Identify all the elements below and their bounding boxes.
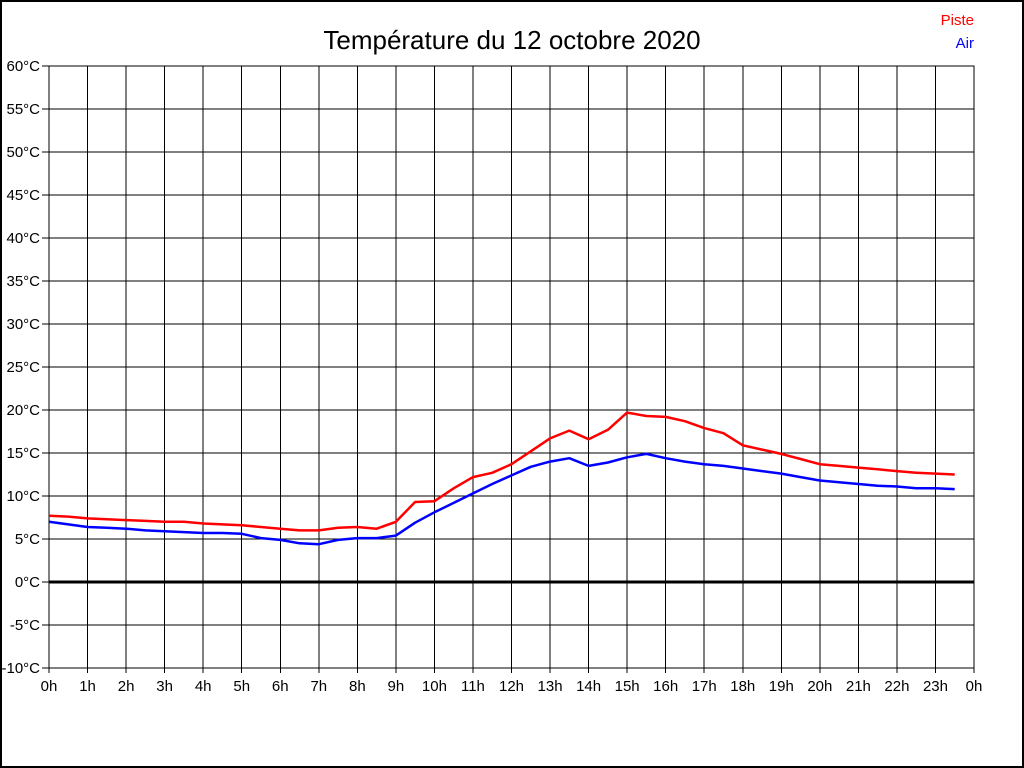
x-tick-label: 16h bbox=[653, 678, 678, 695]
series-line-piste bbox=[48, 411, 955, 532]
x-tick-label: 17h bbox=[692, 678, 717, 695]
x-tick-label: 22h bbox=[884, 678, 909, 695]
y-tick-label: 35°C bbox=[6, 273, 40, 290]
x-tick-label: 0h bbox=[41, 678, 58, 695]
x-tick-label: 13h bbox=[538, 678, 563, 695]
x-tick-label: 20h bbox=[807, 678, 832, 695]
x-tick-label: 5h bbox=[233, 678, 250, 695]
y-tick-label: 40°C bbox=[6, 230, 40, 247]
y-tick-label: -10°C bbox=[1, 660, 40, 677]
legend-item-air: Air bbox=[955, 35, 974, 52]
x-tick-label: 9h bbox=[388, 678, 405, 695]
plot-border bbox=[48, 65, 975, 669]
y-tick-label: 25°C bbox=[6, 359, 40, 376]
x-tick-label: 21h bbox=[846, 678, 871, 695]
y-tick-label: 10°C bbox=[6, 488, 40, 505]
x-tick-label: 12h bbox=[499, 678, 524, 695]
x-tick-label: 8h bbox=[349, 678, 366, 695]
y-tick-label: 60°C bbox=[6, 58, 40, 75]
x-tick-label: 11h bbox=[461, 678, 485, 695]
y-tick-label: 30°C bbox=[6, 316, 40, 333]
y-tick-label: 15°C bbox=[6, 445, 40, 462]
x-tick-label: 2h bbox=[118, 678, 135, 695]
y-tick-label: 20°C bbox=[6, 402, 40, 419]
x-tick-label: 23h bbox=[923, 678, 948, 695]
y-tick-label: 50°C bbox=[6, 144, 40, 161]
x-tick-label: 0h bbox=[966, 678, 983, 695]
x-tick-label: 6h bbox=[272, 678, 289, 695]
x-tick-label: 1h bbox=[79, 678, 96, 695]
x-tick-label: 15h bbox=[615, 678, 640, 695]
legend-item-piste: Piste bbox=[940, 12, 974, 29]
series-line-air bbox=[48, 452, 955, 546]
x-tick-label: 18h bbox=[730, 678, 755, 695]
legend: Piste Air bbox=[941, 9, 974, 55]
x-tick-label: 3h bbox=[156, 678, 173, 695]
x-tick-label: 4h bbox=[195, 678, 212, 695]
x-tick-label: 19h bbox=[769, 678, 794, 695]
y-tick-label: 5°C bbox=[15, 531, 40, 548]
y-tick-label: 45°C bbox=[6, 187, 40, 204]
x-tick-label: 7h bbox=[310, 678, 327, 695]
x-tick-label: 14h bbox=[576, 678, 601, 695]
x-tick-label: 10h bbox=[422, 678, 447, 695]
y-tick-label: 55°C bbox=[6, 101, 40, 118]
y-tick-label: -5°C bbox=[10, 617, 40, 634]
y-tick-label: 0°C bbox=[15, 574, 40, 591]
chart-title: Température du 12 octobre 2020 bbox=[323, 25, 701, 55]
